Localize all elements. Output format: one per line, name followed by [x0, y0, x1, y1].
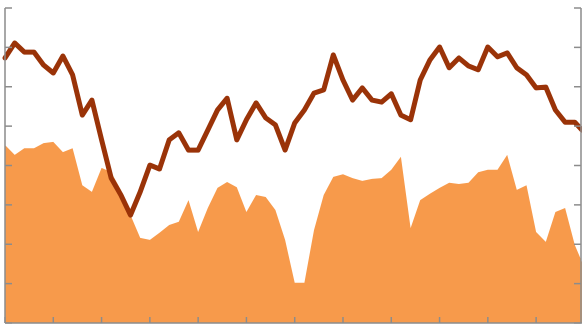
line: [2, 40, 582, 218]
area: [5, 141, 582, 323]
